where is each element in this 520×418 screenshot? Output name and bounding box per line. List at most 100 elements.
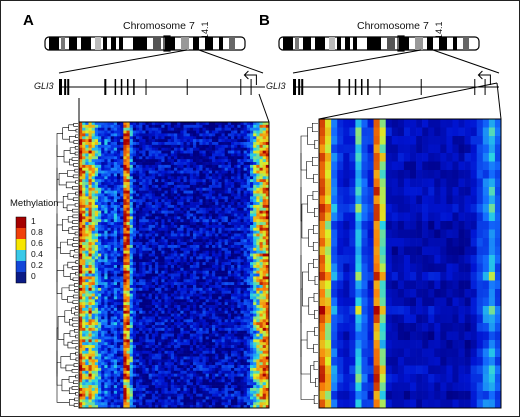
panel-a-heatmap-cell: [123, 188, 126, 191]
panel-a-heatmap-cell: [244, 176, 247, 179]
panel-a-heatmap-cell: [92, 294, 95, 297]
panel-a-heatmap-cell: [114, 265, 117, 268]
panel-a-heatmap-cell: [168, 259, 171, 262]
panel-a-heatmap-cell: [250, 214, 253, 217]
panel-a-heatmap-cell: [85, 153, 88, 156]
panel-a-heatmap-cell: [237, 274, 240, 277]
panel-a-heatmap-cell: [101, 282, 104, 285]
panel-a-heatmap-cell: [212, 328, 215, 331]
panel-a-heatmap-cell: [133, 248, 136, 251]
panel-a-heatmap-cell: [158, 296, 161, 299]
panel-a-heatmap-cell: [139, 205, 142, 208]
panel-a-heatmap-cell: [228, 342, 231, 345]
panel-a-heatmap-cell: [196, 216, 199, 219]
panel-a-exon: [121, 79, 123, 95]
panel-a-heatmap-cell: [250, 256, 253, 259]
panel-a-heatmap-cell: [158, 305, 161, 308]
panel-a-heatmap-cell: [120, 191, 123, 194]
panel-a-heatmap-cell: [222, 159, 225, 162]
panel-a-heatmap-cell: [158, 345, 161, 348]
panel-a-heatmap-cell: [190, 153, 193, 156]
panel-a-heatmap-cell: [82, 151, 85, 154]
panel-a-heatmap-cell: [250, 308, 253, 311]
panel-a-heatmap-cell: [199, 185, 202, 188]
panel-a-heatmap-cell: [203, 334, 206, 337]
panel-a-heatmap-cell: [196, 153, 199, 156]
panel-a-heatmap-cell: [209, 259, 212, 262]
panel-a-heatmap-cell: [256, 162, 259, 165]
panel-a-heatmap-cell: [218, 148, 221, 151]
panel-a-ideogram-band: [103, 37, 107, 50]
panel-a-heatmap-cell: [199, 142, 202, 145]
panel-a-heatmap-cell: [89, 153, 92, 156]
panel-a-heatmap-cell: [92, 236, 95, 239]
panel-a-heatmap-cell: [228, 176, 231, 179]
panel-a-heatmap-cell: [260, 242, 263, 245]
panel-a-heatmap-cell: [253, 228, 256, 231]
panel-a-heatmap-cell: [222, 334, 225, 337]
panel-a-heatmap-cell: [168, 236, 171, 239]
panel-a-heatmap-cell: [187, 294, 190, 297]
panel-a-heatmap-cell: [120, 173, 123, 176]
panel-a-heatmap-cell: [101, 231, 104, 234]
panel-a-heatmap-cell: [250, 153, 253, 156]
panel-a-heatmap-cell: [85, 314, 88, 317]
panel-a-heatmap-cell: [133, 342, 136, 345]
panel-a-heatmap-cell: [206, 225, 209, 228]
panel-a-heatmap-cell: [203, 216, 206, 219]
panel-a-heatmap-cell: [231, 179, 234, 182]
panel-a-heatmap-cell: [130, 156, 133, 159]
panel-a-heatmap-cell: [139, 162, 142, 165]
panel-a-heatmap-cell: [108, 142, 111, 145]
panel-a-heatmap-cell: [139, 191, 142, 194]
panel-a-heatmap-cell: [85, 131, 88, 134]
panel-a-heatmap-cell: [130, 231, 133, 234]
panel-a-heatmap-cell: [149, 214, 152, 217]
panel-a-heatmap-cell: [256, 339, 259, 342]
panel-a-heatmap-cell: [158, 276, 161, 279]
panel-a-heatmap-cell: [130, 259, 133, 262]
panel-a-heatmap-cell: [196, 291, 199, 294]
panel-a-heatmap-cell: [117, 305, 120, 308]
panel-a-heatmap-cell: [193, 279, 196, 282]
panel-a-heatmap-cell: [85, 182, 88, 185]
panel-a-heatmap-cell: [241, 245, 244, 248]
panel-a-heatmap-cell: [190, 354, 193, 357]
panel-a-heatmap-cell: [120, 351, 123, 354]
panel-a-heatmap-cell: [152, 173, 155, 176]
panel-a-heatmap-cell: [222, 308, 225, 311]
panel-a-heatmap-cell: [133, 291, 136, 294]
panel-a-heatmap-cell: [136, 148, 139, 151]
panel-a-heatmap-cell: [187, 276, 190, 279]
panel-a-heatmap-cell: [136, 319, 139, 322]
panel-a-heatmap-cell: [218, 171, 221, 174]
panel-a-heatmap-cell: [92, 299, 95, 302]
panel-a-heatmap-cell: [142, 334, 145, 337]
panel-a-heatmap-cell: [206, 234, 209, 237]
panel-a-heatmap-cell: [184, 176, 187, 179]
panel-a-heatmap-cell: [101, 351, 104, 354]
panel-a-heatmap-cell: [155, 208, 158, 211]
panel-a-heatmap-cell: [146, 171, 149, 174]
panel-a-heatmap-cell: [155, 239, 158, 242]
panel-a-heatmap-cell: [127, 202, 130, 205]
panel-a-heatmap-cell: [108, 248, 111, 251]
panel-a-heatmap-cell: [101, 328, 104, 331]
panel-a-heatmap-cell: [241, 339, 244, 342]
panel-a-heatmap-cell: [253, 133, 256, 136]
panel-a-heatmap-cell: [228, 185, 231, 188]
panel-a-heatmap-cell: [253, 314, 256, 317]
panel-a-heatmap-cell: [231, 311, 234, 314]
panel-a-heatmap-cell: [225, 139, 228, 142]
panel-a-heatmap-cell: [203, 288, 206, 291]
panel-a-heatmap-cell: [117, 254, 120, 257]
panel-a-heatmap-cell: [104, 294, 107, 297]
panel-a-heatmap-cell: [231, 151, 234, 154]
panel-a-heatmap-cell: [127, 159, 130, 162]
panel-a-heatmap-cell: [79, 319, 82, 322]
panel-a-heatmap-cell: [85, 211, 88, 214]
panel-a-heatmap-cell: [95, 256, 98, 259]
panel-a-heatmap-cell: [139, 236, 142, 239]
panel-a-heatmap-cell: [196, 234, 199, 237]
panel-a-heatmap-cell: [253, 216, 256, 219]
